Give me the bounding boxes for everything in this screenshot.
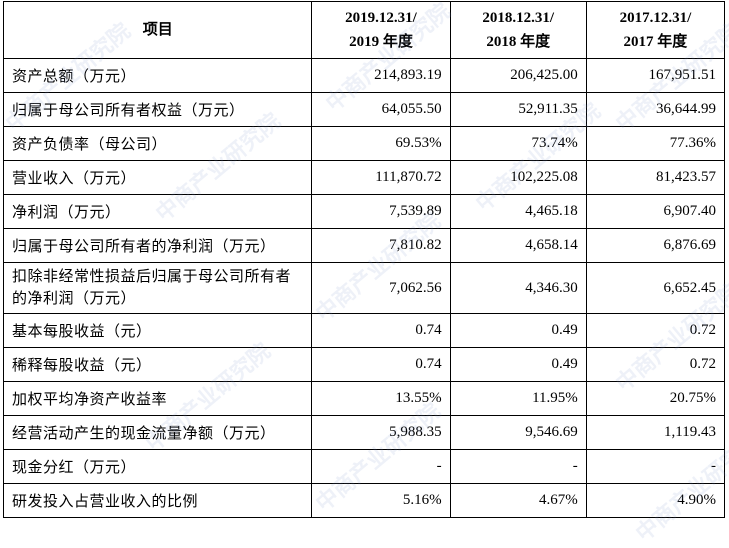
cell-value: 4,346.30	[449, 262, 587, 314]
header-line: 2019 年度	[349, 34, 413, 50]
cell-value: 206,425.00	[449, 58, 587, 93]
table-row: 资产总额（万元） 214,893.19 206,425.00 167,951.51	[2, 58, 726, 93]
financial-table: 项目 2019.12.31/2019 年度 2018.12.31/2018 年度 20…	[2, 1, 726, 518]
table-row: 现金分红（万元） - - -	[2, 449, 726, 484]
header-cell: 2019.12.31/2019 年度	[311, 1, 451, 59]
cell-value: 6,876.69	[585, 228, 726, 263]
cell-value: -	[449, 449, 587, 484]
table-row: 归属于母公司所有者的净利润（万元） 7,810.82 4,658.14 6,876.6…	[2, 228, 726, 263]
cell-value: 214,893.19	[311, 58, 451, 93]
cell-value: 0.49	[449, 347, 587, 382]
cell-value: 13.55%	[311, 381, 451, 416]
table-row: 稀释每股收益（元） 0.74 0.49 0.72	[2, 347, 726, 382]
cell-value: 81,423.57	[585, 160, 726, 195]
table-row: 基本每股收益（元） 0.74 0.49 0.72	[2, 313, 726, 348]
cell-value: 4,465.18	[449, 194, 587, 229]
cell-value: 64,055.50	[311, 92, 451, 127]
row-label: 扣除非经常性损益后归属于母公司所有者的净利润（万元）	[2, 262, 313, 314]
table-row: 扣除非经常性损益后归属于母公司所有者的净利润（万元） 7,062.56 4,346.…	[2, 262, 726, 314]
cell-value: 69.53%	[311, 126, 451, 161]
cell-value: -	[311, 449, 451, 484]
cell-value: 20.75%	[585, 381, 726, 416]
cell-value: 77.36%	[585, 126, 726, 161]
row-label: 资产负债率（母公司）	[2, 126, 313, 161]
table-row: 净利润（万元） 7,539.89 4,465.18 6,907.40	[2, 194, 726, 229]
header-line: 2019.12.31/	[345, 10, 417, 26]
cell-value: 4,658.14	[449, 228, 587, 263]
row-label: 现金分红（万元）	[2, 449, 313, 484]
header-row: 项目 2019.12.31/2019 年度 2018.12.31/2018 年度 20…	[2, 1, 726, 59]
cell-value: 52,911.35	[449, 92, 587, 127]
row-label: 稀释每股收益（元）	[2, 347, 313, 382]
cell-value: 4.90%	[585, 483, 726, 518]
cell-value: -	[585, 449, 726, 484]
cell-value: 5.16%	[311, 483, 451, 518]
header-cell: 项目	[2, 1, 313, 59]
header-cell: 2017.12.31/2017 年度	[585, 1, 726, 59]
table-row: 加权平均净资产收益率 13.55% 11.95% 20.75%	[2, 381, 726, 416]
cell-value: 0.49	[449, 313, 587, 348]
cell-value: 7,062.56	[311, 262, 451, 314]
cell-value: 167,951.51	[585, 58, 726, 93]
header-line: 项目	[142, 22, 173, 38]
row-label: 资产总额（万元）	[2, 58, 313, 93]
table-row: 经营活动产生的现金流量净额（万元） 5,988.35 9,546.69 1,119.4…	[2, 415, 726, 450]
table-body: 资产总额（万元） 214,893.19 206,425.00 167,951.51 归属…	[2, 58, 726, 518]
cell-value: 11.95%	[449, 381, 587, 416]
row-label: 研发投入占营业收入的比例	[2, 483, 313, 518]
cell-value: 7,539.89	[311, 194, 451, 229]
cell-value: 1,119.43	[585, 415, 726, 450]
header-line: 2017 年度	[623, 34, 688, 50]
row-label: 加权平均净资产收益率	[2, 381, 313, 416]
cell-value: 111,870.72	[311, 160, 451, 195]
cell-value: 0.72	[585, 347, 726, 382]
cell-value: 102,225.08	[449, 160, 587, 195]
row-label: 营业收入（万元）	[2, 160, 313, 195]
cell-value: 6,907.40	[585, 194, 726, 229]
cell-value: 5,988.35	[311, 415, 451, 450]
cell-value: 73.74%	[449, 126, 587, 161]
cell-value: 9,546.69	[449, 415, 587, 450]
cell-value: 6,652.45	[585, 262, 726, 314]
header-line: 2017.12.31/	[619, 10, 692, 26]
cell-value: 0.72	[585, 313, 726, 348]
header-line: 2018 年度	[486, 34, 551, 50]
row-label: 归属于母公司所有者权益（万元）	[2, 92, 313, 127]
row-label: 经营活动产生的现金流量净额（万元）	[2, 415, 313, 450]
row-label: 基本每股收益（元）	[2, 313, 313, 348]
table-row: 营业收入（万元） 111,870.72 102,225.08 81,423.57	[2, 160, 726, 195]
cell-value: 0.74	[311, 347, 451, 382]
row-label: 归属于母公司所有者的净利润（万元）	[2, 228, 313, 263]
table-row: 归属于母公司所有者权益（万元） 64,055.50 52,911.35 36,644.…	[2, 92, 726, 127]
header-line: 2018.12.31/	[482, 10, 555, 26]
cell-value: 7,810.82	[311, 228, 451, 263]
row-label: 净利润（万元）	[2, 194, 313, 229]
table-row: 资产负债率（母公司） 69.53% 73.74% 77.36%	[2, 126, 726, 161]
cell-value: 4.67%	[449, 483, 587, 518]
cell-value: 0.74	[311, 313, 451, 348]
cell-value: 36,644.99	[585, 92, 726, 127]
table-row: 研发投入占营业收入的比例 5.16% 4.67% 4.90%	[2, 483, 726, 518]
header-cell: 2018.12.31/2018 年度	[449, 1, 587, 59]
